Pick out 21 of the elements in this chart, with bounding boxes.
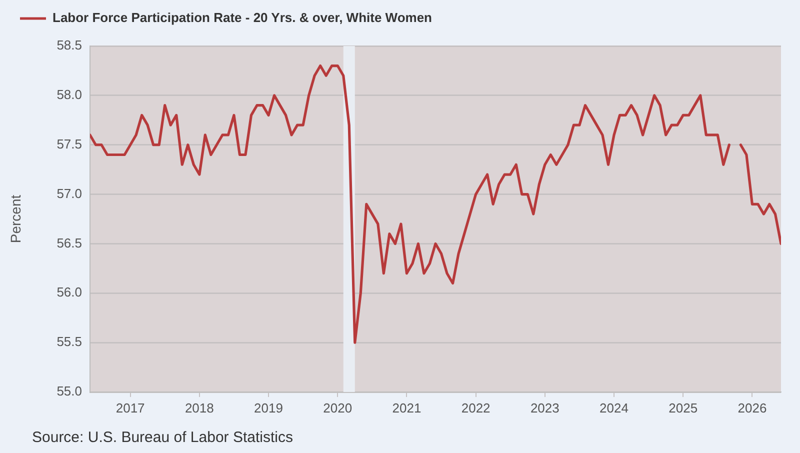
source-note: Source: U.S. Bureau of Labor Statistics bbox=[32, 429, 293, 446]
y-tick-label: 58.5 bbox=[56, 38, 82, 53]
x-tick-label: 2025 bbox=[668, 400, 698, 416]
y-tick-label: 57.5 bbox=[56, 136, 82, 152]
x-tick-label: 2018 bbox=[184, 400, 214, 416]
y-tick-label: 58.0 bbox=[56, 87, 82, 102]
x-tick-label: 2024 bbox=[600, 400, 628, 416]
y-axis-title: Percent bbox=[7, 194, 24, 244]
x-tick-label: 2017 bbox=[116, 400, 145, 416]
y-tick-label: 56.5 bbox=[56, 235, 82, 250]
y-tick-label: 56.0 bbox=[56, 284, 82, 300]
x-tick-label: 2019 bbox=[254, 400, 283, 416]
y-tick-label: 57.0 bbox=[56, 186, 82, 201]
y-tick-label: 55.0 bbox=[56, 384, 82, 399]
x-tick-label: 2021 bbox=[392, 400, 422, 416]
x-tick-label: 2022 bbox=[461, 400, 490, 416]
y-tick-label: 55.5 bbox=[56, 334, 82, 350]
legend-label: Labor Force Participation Rate - 20 Yrs. & over, White Women bbox=[52, 10, 432, 26]
x-tick-label: 2026 bbox=[738, 400, 767, 416]
x-tick-label: 2020 bbox=[323, 400, 352, 416]
x-tick-label: 2023 bbox=[530, 400, 560, 416]
